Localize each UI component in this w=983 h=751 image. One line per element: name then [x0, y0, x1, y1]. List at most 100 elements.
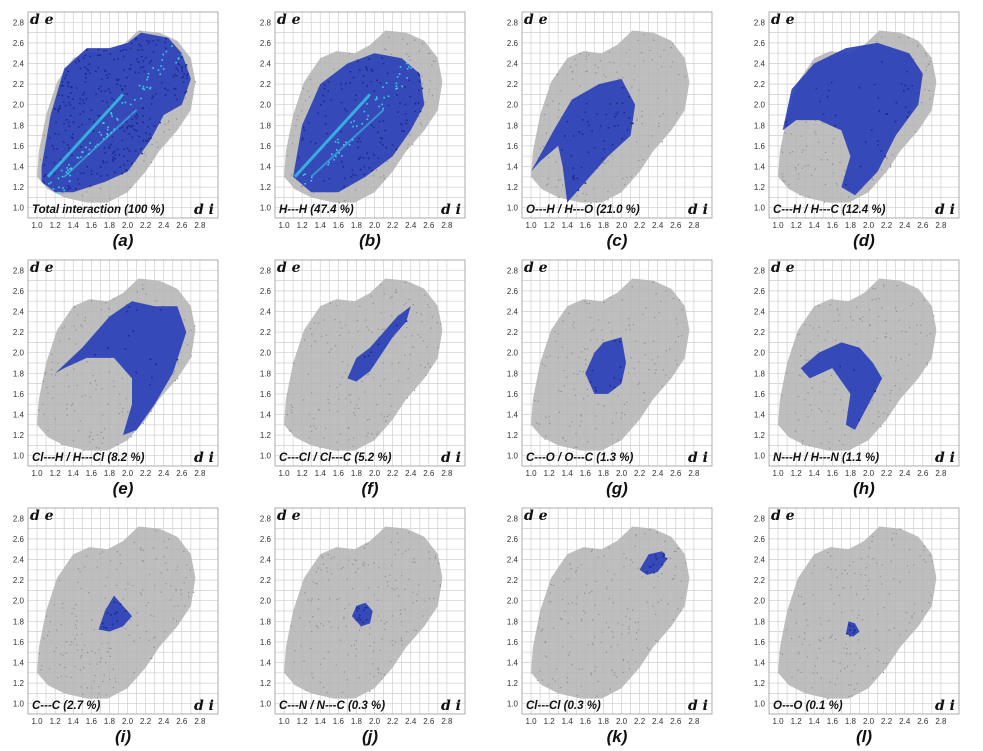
- envelope-speckle: [380, 284, 382, 286]
- envelope-speckle: [566, 681, 568, 683]
- envelope-speckle: [65, 652, 67, 654]
- envelope-speckle: [633, 79, 636, 81]
- x-tick-label: 2.6: [423, 469, 435, 478]
- envelope-speckle: [375, 169, 378, 171]
- contact-point: [144, 139, 147, 142]
- envelope-speckle: [881, 564, 883, 566]
- contact-point: [317, 112, 319, 114]
- envelope-speckle: [348, 331, 350, 333]
- envelope-speckle: [77, 581, 79, 584]
- envelope-speckle: [309, 425, 311, 427]
- envelope-speckle: [820, 677, 822, 679]
- contact-point: [839, 365, 841, 368]
- envelope-speckle: [116, 551, 118, 553]
- envelope-speckle: [84, 319, 86, 322]
- envelope-speckle: [386, 160, 388, 162]
- envelope-speckle: [841, 572, 843, 574]
- envelope-speckle: [335, 599, 338, 601]
- envelope-speckle: [642, 158, 644, 161]
- envelope-speckle: [561, 346, 563, 348]
- envelope-speckle: [369, 672, 371, 675]
- envelope-speckle: [431, 64, 433, 66]
- envelope-speckle: [586, 51, 588, 53]
- envelope-speckle: [670, 66, 672, 68]
- contact-point: [105, 74, 108, 77]
- envelope-speckle: [99, 553, 101, 555]
- contact-point: [75, 87, 78, 89]
- y-tick-label: 1.2: [260, 679, 272, 688]
- contact-point: [94, 354, 96, 356]
- contact-point: [384, 129, 386, 132]
- envelope-speckle: [784, 180, 786, 183]
- envelope-speckle: [424, 366, 426, 369]
- envelope-speckle: [782, 179, 784, 181]
- envelope-speckle: [658, 311, 660, 313]
- envelope-speckle: [106, 576, 108, 578]
- envelope-speckle: [675, 566, 677, 568]
- envelope-speckle: [860, 318, 862, 320]
- contact-point: [75, 188, 77, 190]
- x-tick-label: 2.2: [140, 221, 152, 230]
- envelope-speckle: [878, 411, 880, 413]
- envelope-speckle: [537, 400, 539, 402]
- envelope-speckle: [578, 357, 580, 359]
- y-axis-label: d e: [524, 508, 548, 524]
- envelope-speckle: [609, 297, 611, 299]
- contact-point: [655, 558, 658, 560]
- y-tick-label: 2.0: [754, 101, 766, 110]
- envelope-speckle: [62, 654, 64, 656]
- envelope-speckle: [311, 345, 313, 347]
- envelope-speckle: [342, 691, 344, 693]
- contact-point: [382, 120, 385, 122]
- x-tick-label: 1.2: [50, 469, 62, 478]
- contact-point: [588, 124, 590, 127]
- envelope-speckle: [366, 435, 368, 437]
- envelope-speckle: [338, 398, 340, 400]
- contact-point: [165, 47, 167, 50]
- contact-point: [359, 618, 362, 621]
- envelope-speckle: [878, 298, 880, 300]
- contact-point: [105, 49, 108, 52]
- x-tick-label: 1.2: [297, 469, 309, 478]
- contact-point: [344, 82, 347, 85]
- contact-point: [84, 73, 87, 75]
- envelope-speckle: [165, 562, 167, 564]
- y-tick-label: 1.2: [754, 183, 766, 192]
- plot-frame: [521, 259, 713, 467]
- contact-point: [106, 133, 108, 135]
- envelope-speckle: [799, 194, 801, 196]
- envelope-speckle: [644, 533, 646, 535]
- envelope-speckle: [850, 684, 852, 686]
- envelope-speckle: [890, 166, 892, 168]
- envelope-speckle: [52, 386, 55, 388]
- contact-point: [53, 108, 56, 110]
- x-tick-label: 2.0: [616, 469, 628, 478]
- contact-point: [104, 152, 106, 154]
- envelope-speckle: [576, 596, 578, 598]
- contact-point: [418, 74, 421, 76]
- contact-point: [102, 162, 105, 164]
- panel-letter: (l): [856, 727, 872, 746]
- envelope-speckle: [899, 388, 901, 390]
- contact-point: [908, 111, 910, 113]
- contact-point: [43, 175, 46, 178]
- envelope-speckle: [605, 622, 608, 624]
- contact-point: [72, 133, 74, 135]
- envelope-speckle: [643, 399, 645, 401]
- contact-point: [364, 607, 367, 609]
- envelope-speckle: [130, 619, 132, 621]
- envelope-speckle: [51, 353, 53, 355]
- envelope-speckle: [357, 330, 359, 333]
- envelope-speckle: [819, 617, 821, 619]
- envelope-speckle: [316, 583, 318, 585]
- envelope-speckle: [654, 363, 656, 365]
- envelope-speckle: [48, 631, 50, 633]
- contact-point: [68, 150, 71, 152]
- envelope-speckle: [333, 68, 335, 70]
- contact-point: [337, 141, 340, 144]
- contact-point: [129, 126, 132, 128]
- envelope-speckle: [848, 695, 850, 697]
- envelope-speckle: [418, 115, 420, 117]
- envelope-speckle: [74, 638, 76, 640]
- contact-point: [65, 118, 68, 121]
